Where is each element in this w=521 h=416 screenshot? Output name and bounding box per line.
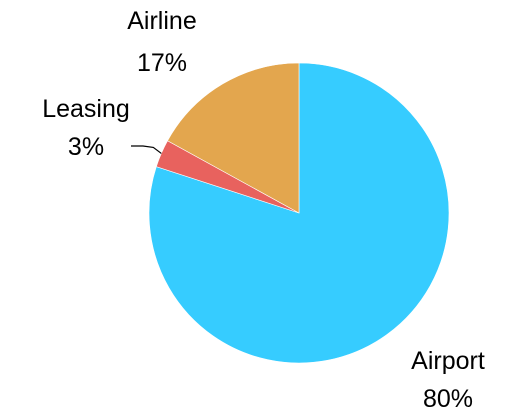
airport-percent-label: 80% [423,385,473,413]
airline-percent-label: 17% [137,49,187,77]
slices-layer [148,62,450,364]
pie-slice-airline [167,62,300,214]
leasing-name-label: Leasing [42,95,130,123]
airline-name-label: Airline [127,7,196,35]
airport-name-label: Airport [411,347,485,375]
leasing-percent-label: 3% [68,133,104,161]
leader-lines-layer [131,145,162,154]
leasing-leader-line [131,145,162,154]
